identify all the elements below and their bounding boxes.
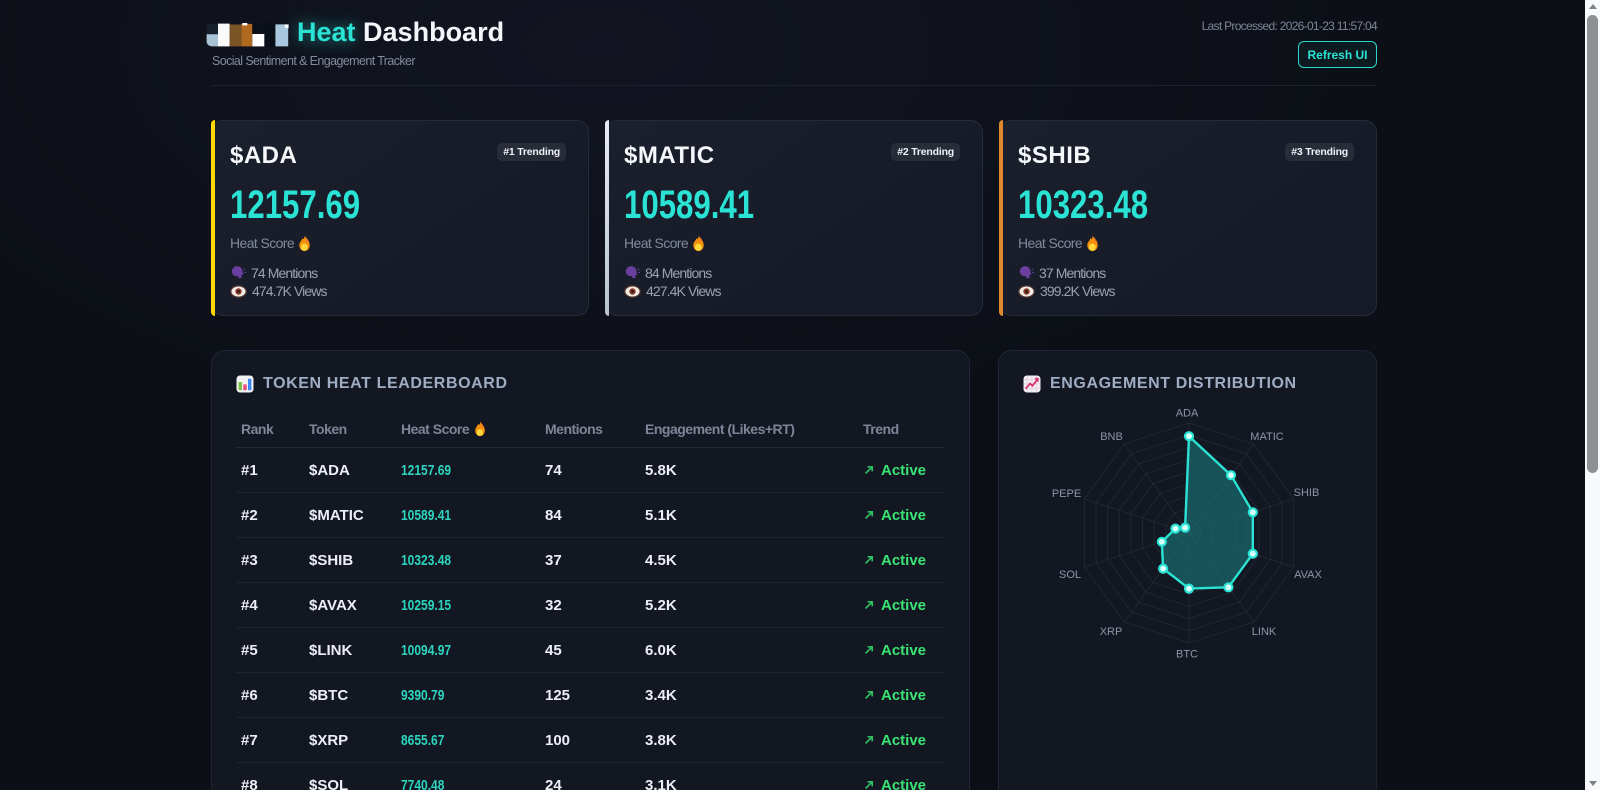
svg-text:XRP: XRP bbox=[1100, 626, 1123, 638]
svg-text:BTC: BTC bbox=[1176, 649, 1198, 661]
svg-text:PEPE: PEPE bbox=[1052, 488, 1081, 500]
svg-text:SHIB: SHIB bbox=[1294, 487, 1320, 499]
svg-text:BNB: BNB bbox=[1100, 431, 1123, 443]
svg-text:MATIC: MATIC bbox=[1250, 431, 1283, 443]
svg-text:ADA: ADA bbox=[1176, 408, 1199, 420]
svg-text:LINK: LINK bbox=[1252, 626, 1277, 638]
svg-text:AVAX: AVAX bbox=[1294, 569, 1322, 581]
svg-text:SOL: SOL bbox=[1059, 569, 1081, 581]
